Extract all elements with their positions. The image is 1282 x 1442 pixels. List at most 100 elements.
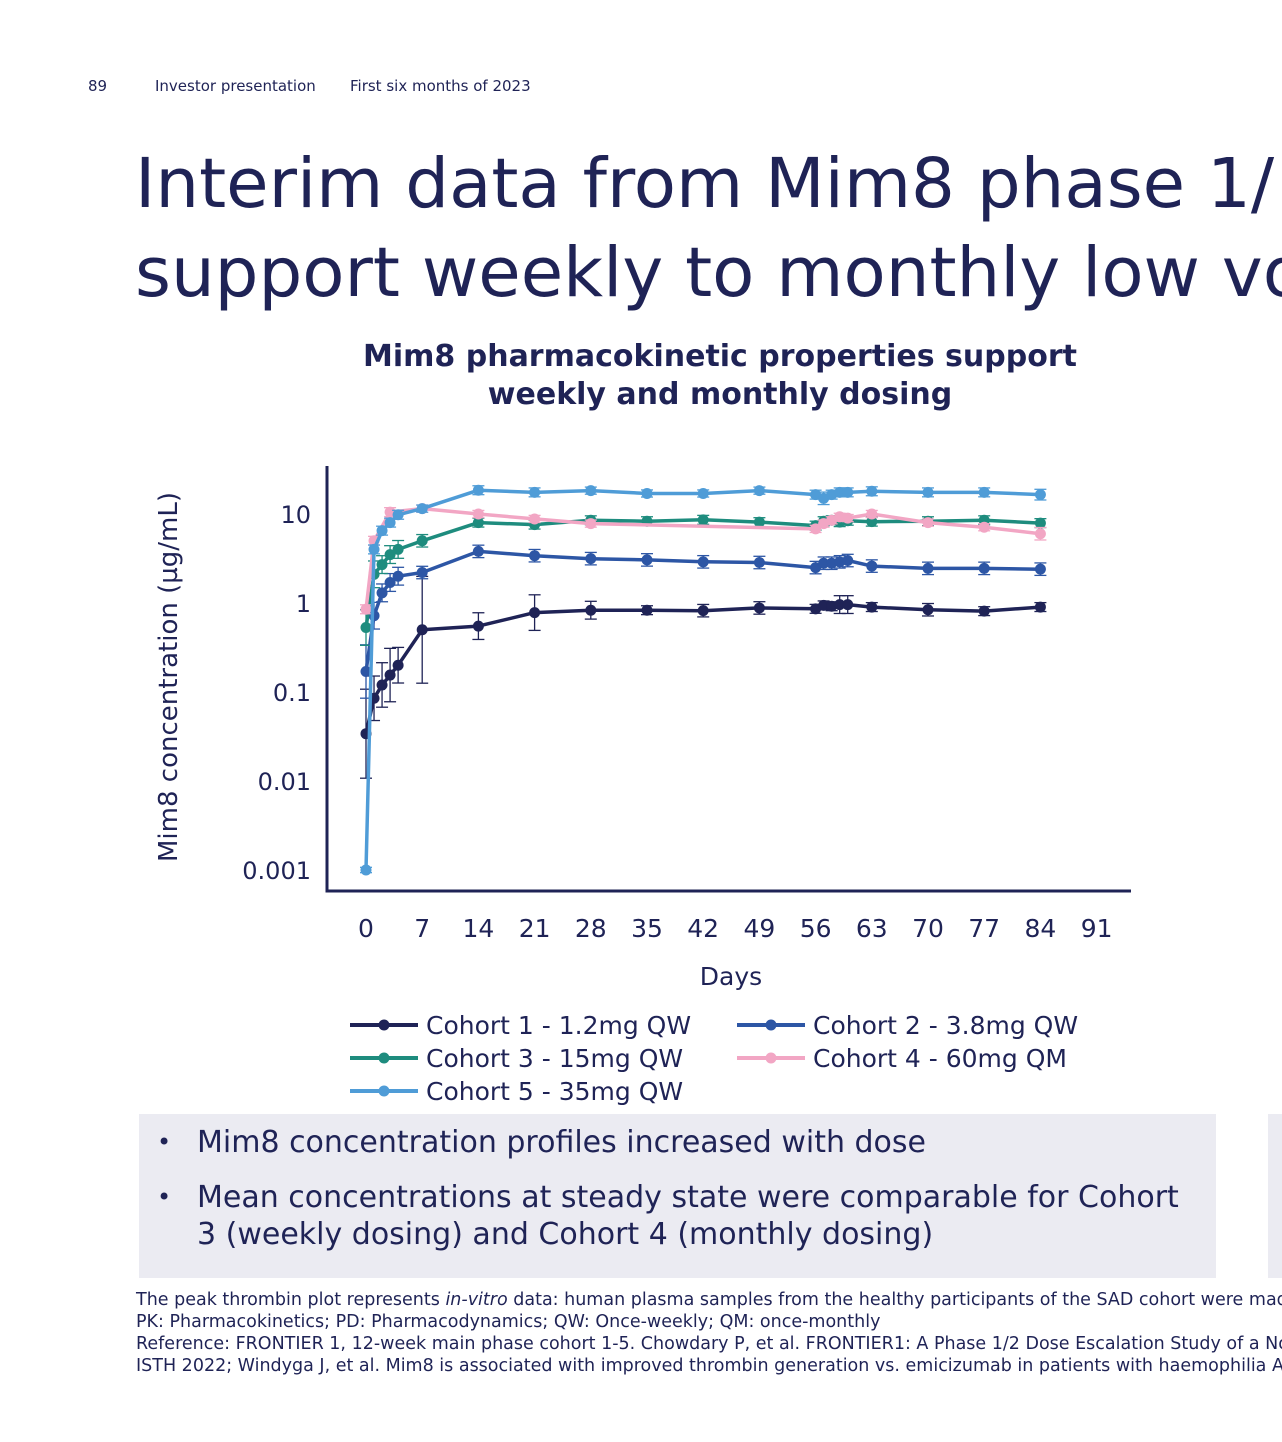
footnote-3: Reference: FRONTIER 1, 12-week main phas…	[136, 1334, 1282, 1354]
data-point	[866, 485, 878, 497]
x-tick-label: 91	[1081, 914, 1113, 943]
legend-swatch-point	[765, 1052, 777, 1064]
data-point	[641, 554, 653, 566]
data-point	[842, 555, 854, 567]
x-tick-label: 0	[358, 914, 374, 943]
legend-swatch-point	[765, 1019, 777, 1031]
series-line	[364, 602, 1041, 735]
data-point	[1034, 563, 1046, 575]
data-point	[978, 521, 990, 533]
legend-swatch-point	[378, 1085, 390, 1097]
y-axis-label: Mim8 concentration (µg/mL)	[154, 492, 184, 862]
data-point	[922, 562, 934, 574]
data-point	[866, 508, 878, 520]
slide-title-line-1: Interim data from Mim8 phase 1/	[135, 144, 1275, 224]
data-point	[842, 486, 854, 498]
x-tick-label: 63	[856, 914, 888, 943]
data-point	[810, 562, 822, 574]
data-point	[978, 605, 990, 617]
data-point	[384, 517, 396, 529]
y-tick-label: 10	[280, 501, 311, 529]
bullet-marker: •	[157, 1183, 172, 1211]
data-point	[697, 605, 709, 617]
slide-title: Interim data from Mim8 phase 1/ support …	[135, 140, 1282, 318]
x-tick-label: 77	[968, 914, 1000, 943]
data-point	[978, 486, 990, 498]
data-point	[818, 557, 830, 569]
data-point	[376, 559, 388, 571]
data-point	[834, 486, 846, 498]
chart-title: Mim8 pharmacokinetic properties support …	[300, 338, 1140, 414]
legend-label: Cohort 4 - 60mg QM	[813, 1044, 1067, 1073]
document-period: First six months of 2023	[350, 77, 531, 95]
data-point	[978, 562, 990, 574]
document-title: Investor presentation	[155, 77, 316, 95]
data-point	[360, 864, 372, 876]
data-point	[1034, 489, 1046, 501]
data-point	[392, 570, 404, 582]
data-point	[472, 517, 484, 529]
data-point	[866, 601, 878, 613]
data-point	[472, 484, 484, 496]
x-tick-label: 14	[462, 914, 494, 943]
legend-label: Cohort 5 - 35mg QW	[426, 1077, 683, 1106]
footnote-1-start: The peak thrombin plot represents	[136, 1290, 446, 1310]
footnote-4: ISTH 2022; Windyga J, et al. Mim8 is ass…	[136, 1356, 1282, 1376]
data-point	[866, 516, 878, 528]
legend-label: Cohort 3 - 15mg QW	[426, 1044, 683, 1073]
x-tick-label: 42	[687, 914, 719, 943]
data-point	[392, 509, 404, 521]
data-point	[641, 487, 653, 499]
data-point	[384, 669, 396, 681]
data-point	[360, 603, 372, 615]
data-point	[697, 514, 709, 526]
data-point	[922, 486, 934, 498]
x-tick-label: 21	[519, 914, 551, 943]
data-point	[842, 599, 854, 611]
data-point	[810, 523, 822, 535]
x-tick-label: 35	[631, 914, 663, 943]
data-point	[922, 604, 934, 616]
x-tick-label: 84	[1024, 914, 1056, 943]
data-point	[376, 587, 388, 599]
y-tick-label: 0.001	[242, 857, 311, 885]
data-point	[416, 567, 428, 579]
footnote-1-italic: in-vitro	[445, 1290, 508, 1310]
data-point	[529, 486, 541, 498]
data-point	[753, 485, 765, 497]
legend-swatch-point	[378, 1052, 390, 1064]
chart-title-line-1: Mim8 pharmacokinetic properties support	[363, 339, 1077, 374]
data-point	[529, 607, 541, 619]
data-point	[753, 557, 765, 569]
chart-title-line-2: weekly and monthly dosing	[487, 377, 953, 412]
data-point	[376, 679, 388, 691]
data-point	[1034, 517, 1046, 529]
data-point	[384, 549, 396, 561]
data-point	[834, 599, 846, 611]
x-axis-label: Days	[700, 962, 762, 991]
x-tick-label: 49	[743, 914, 775, 943]
data-point	[416, 535, 428, 547]
page-number: 89	[88, 77, 108, 95]
data-point	[360, 622, 372, 634]
data-point	[842, 512, 854, 524]
data-point	[376, 525, 388, 537]
key-findings-box: • Mim8 concentration profiles increased …	[139, 1114, 1216, 1278]
data-point	[585, 518, 597, 530]
x-tick-label: 7	[414, 914, 430, 943]
data-point	[472, 545, 484, 557]
data-point	[697, 556, 709, 568]
data-point	[922, 517, 934, 529]
data-point	[641, 604, 653, 616]
footnote-2: PK: Pharmacokinetics; PD: Pharmacodynami…	[136, 1312, 881, 1332]
footnote-1-end: data: human plasma samples from the heal…	[507, 1290, 1282, 1310]
data-point	[416, 624, 428, 636]
data-point	[368, 543, 380, 555]
series-line	[364, 488, 1041, 871]
data-point	[585, 485, 597, 497]
data-point	[753, 516, 765, 528]
bullet-marker: •	[157, 1128, 172, 1156]
data-point	[360, 665, 372, 677]
bullet-1: Mim8 concentration profiles increased wi…	[197, 1125, 926, 1160]
bullet-2: Mean concentrations at steady state were…	[197, 1180, 1179, 1252]
